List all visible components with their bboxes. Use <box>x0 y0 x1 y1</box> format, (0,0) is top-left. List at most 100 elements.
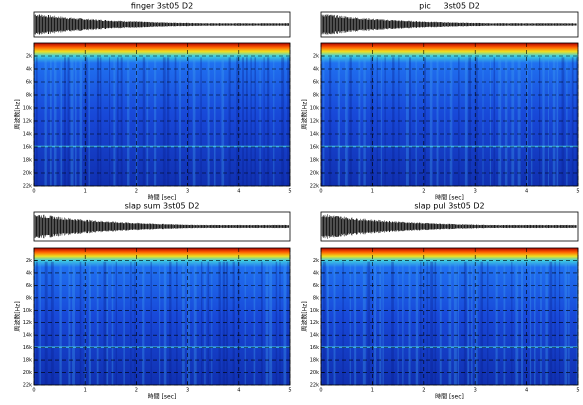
spectrogram-stripe <box>468 57 472 186</box>
x-axis-label: 時間 [sec] <box>435 393 464 401</box>
spectrogram-stripe <box>174 57 177 186</box>
x-tick-label: 3 <box>186 189 189 195</box>
spectrogram-stripe <box>552 57 556 186</box>
spectrogram-stripe <box>275 261 278 385</box>
y-tick-label: 18k <box>23 358 32 364</box>
y-tick-label: 4k <box>26 67 32 73</box>
x-tick-label: 1 <box>371 388 374 394</box>
spectrogram-stripe <box>88 57 90 186</box>
y-tick-label: 12k <box>23 320 32 326</box>
y-tick-label: 16k <box>23 345 32 351</box>
y-tick-label: 2k <box>26 258 32 264</box>
spectrogram-frame <box>320 247 579 386</box>
x-tick-label: 5 <box>288 388 291 394</box>
spectrogram-stripe <box>493 57 496 186</box>
y-tick-label: 18k <box>23 158 32 164</box>
x-tick-label: 3 <box>474 388 477 394</box>
y-tick-label: 14k <box>23 333 32 339</box>
spectrogram-stripe <box>64 57 66 186</box>
x-tick-label: 4 <box>237 388 240 394</box>
x-axis-label: 時間 [sec] <box>435 194 464 202</box>
spectrogram-stripe <box>111 261 114 385</box>
spectrogram-stripe <box>342 261 344 385</box>
x-tick-label: 0 <box>319 189 322 195</box>
spectrogram-stripe <box>487 261 489 385</box>
x-tick-label: 0 <box>32 388 35 394</box>
spectrogram-stripe <box>287 57 290 186</box>
spectrogram-stripe <box>326 261 329 385</box>
spectrogram-stripe <box>44 57 47 186</box>
spectrogram-stripe <box>103 261 107 385</box>
y-tick-label: 12k <box>23 119 32 125</box>
y-tick-label: 8k <box>313 295 319 301</box>
spectrogram-stripe <box>106 261 109 385</box>
y-axis-label: 周波数[Hz] <box>301 99 309 129</box>
spectrogram-stripe <box>39 261 41 385</box>
spectrogram-stripe <box>475 57 478 186</box>
spectrogram-stripe <box>44 261 48 385</box>
spectrogram-stripe <box>511 57 515 186</box>
spectrogram-stripe <box>463 261 467 385</box>
y-tick-label: 4k <box>313 67 319 73</box>
spectrogram-stripe <box>367 261 371 385</box>
x-axis-label: 時間 [sec] <box>148 194 177 202</box>
spectrogram-stripe <box>254 57 257 186</box>
spectrogram-stripe <box>391 261 394 385</box>
spectrogram-stripe <box>250 57 252 186</box>
spectrogram-stripe <box>568 261 570 385</box>
spectrogram-stripe <box>236 57 240 186</box>
spectrogram-stripe <box>392 57 395 186</box>
spectrogram-stripe <box>162 57 166 186</box>
y-tick-label: 2k <box>26 54 32 60</box>
spectrogram-stripe <box>402 261 404 385</box>
spectrogram-stripe <box>142 57 146 186</box>
spectrogram-stripe <box>187 57 189 186</box>
spectrogram-stripe <box>444 57 446 186</box>
spectrogram-stripe <box>279 261 281 385</box>
spectrogram-stripe <box>547 57 549 186</box>
spectrogram-stripe <box>374 261 377 385</box>
y-tick-label: 18k <box>310 358 319 364</box>
waveform <box>321 214 577 239</box>
y-tick-label: 22k <box>23 184 32 190</box>
spectrogram-stripe <box>253 261 256 385</box>
spectrogram-stripe <box>225 261 229 385</box>
spectrogram-stripe <box>207 57 210 186</box>
y-tick-label: 10k <box>310 308 319 314</box>
spectrogram-frame <box>33 42 291 187</box>
spectrogram-stripe <box>283 261 287 385</box>
spectrogram-stripe <box>79 57 82 186</box>
spectrogram-band <box>34 145 290 148</box>
spectrogram-stripe <box>134 261 136 385</box>
spectrogram-stripe <box>457 261 459 385</box>
spectrogram-stripe <box>349 57 352 186</box>
spectrogram-stripe <box>127 57 130 186</box>
x-tick-label: 4 <box>525 189 528 195</box>
y-tick-label: 20k <box>310 171 319 177</box>
y-axis-label: 周波数[Hz] <box>14 301 22 331</box>
spectrogram-stripe <box>192 57 196 186</box>
panel-title: pic 3st05 D2 <box>419 2 480 11</box>
spectrogram-stripe <box>448 261 452 385</box>
spectrogram-stripe <box>397 261 399 385</box>
spectrogram-stripe <box>420 261 422 385</box>
spectrogram-stripe <box>539 57 541 186</box>
spectrogram-stripe <box>429 57 433 186</box>
spectrogram-stripe <box>464 57 468 186</box>
waveform <box>34 214 290 239</box>
spectrogram-stripe <box>561 57 565 186</box>
spectrogram-stripe <box>50 261 54 385</box>
y-tick-label: 12k <box>310 119 319 125</box>
spectrogram-stripe <box>245 57 248 186</box>
spectrogram-stripe <box>439 261 442 385</box>
x-tick-label: 5 <box>288 189 291 195</box>
spectrogram-stripe <box>345 57 348 186</box>
spectrogram-stripe <box>269 261 273 385</box>
spectrogram-band <box>321 145 578 148</box>
y-tick-label: 8k <box>26 295 32 301</box>
spectrogram-stripe <box>529 261 532 385</box>
spectrogram-stripe <box>49 57 52 186</box>
x-tick-label: 2 <box>422 189 425 195</box>
spectrogram-stripe <box>430 261 434 385</box>
y-tick-label: 16k <box>310 145 319 151</box>
